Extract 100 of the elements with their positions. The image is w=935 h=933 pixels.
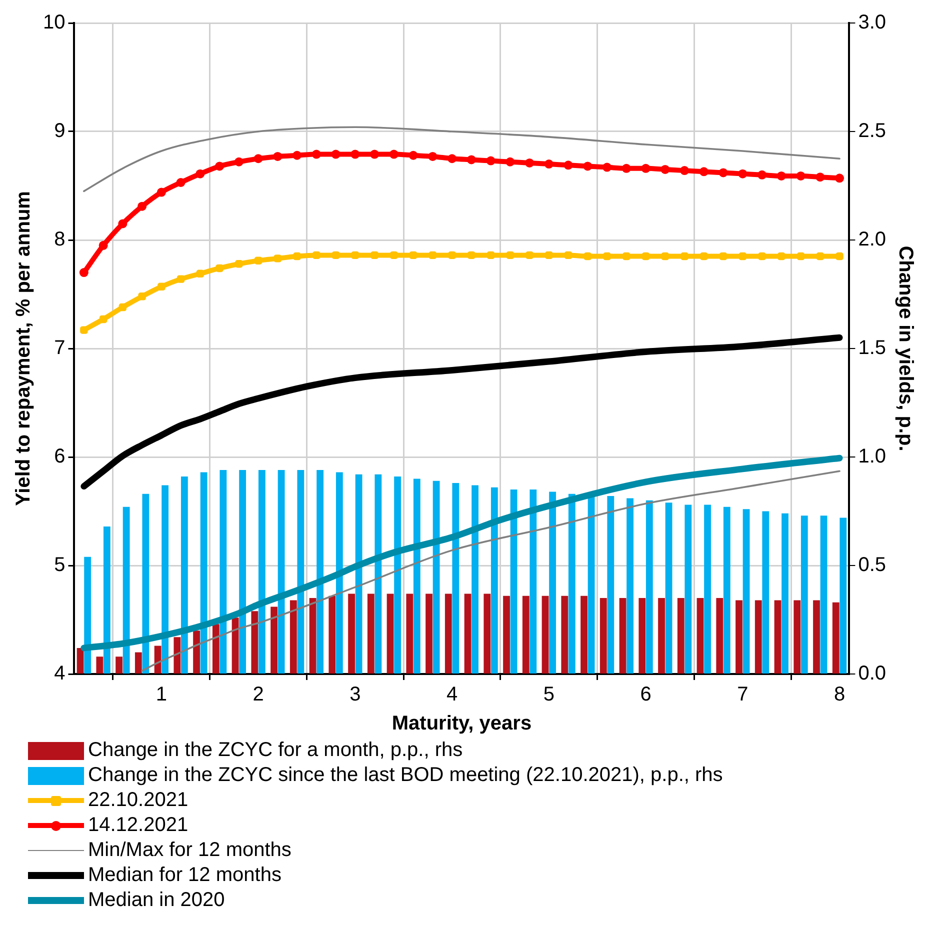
bar [820, 516, 828, 674]
bar [736, 600, 742, 674]
bar [162, 485, 169, 674]
bar [444, 594, 452, 674]
point [158, 282, 166, 291]
bar [239, 470, 246, 674]
x-tick-label: 6 [640, 684, 652, 706]
bar [84, 556, 92, 674]
bar [490, 487, 498, 674]
bar [103, 526, 110, 674]
bar [503, 596, 510, 674]
point [428, 251, 437, 260]
bar [588, 496, 595, 674]
bar [658, 598, 665, 674]
point [176, 178, 186, 187]
point [778, 252, 786, 260]
bar [328, 596, 336, 674]
bar [212, 624, 220, 674]
bar [522, 596, 530, 674]
bar [510, 490, 518, 674]
x-tick-label: 5 [543, 684, 554, 706]
point [409, 251, 418, 260]
point [370, 150, 380, 159]
point [293, 252, 301, 260]
bar [180, 476, 188, 674]
bar [723, 506, 730, 674]
x-tick-label: 2 [252, 684, 264, 706]
bar [646, 500, 653, 674]
point [331, 150, 340, 159]
point [758, 170, 767, 180]
point [292, 150, 302, 160]
bar [316, 470, 324, 674]
bar [696, 598, 704, 674]
y2-tick-label: 2.0 [858, 228, 886, 251]
point [583, 162, 592, 171]
point [796, 252, 805, 260]
point [390, 251, 398, 260]
point [641, 164, 650, 173]
point [622, 164, 631, 173]
point [176, 275, 185, 283]
bar [232, 618, 239, 674]
point [138, 292, 146, 300]
y2-tick-label: 1.5 [858, 337, 886, 360]
bar [134, 652, 142, 674]
point [448, 251, 456, 260]
point [274, 254, 282, 262]
point [118, 303, 127, 312]
legend-label: 14.12.2021 [88, 813, 188, 838]
bar [762, 511, 770, 674]
y2-tick-label: 1.0 [858, 446, 886, 468]
point [370, 251, 378, 260]
bar [704, 504, 711, 674]
point [332, 251, 340, 260]
bar [270, 606, 278, 674]
legend-label: Change in the ZCYC for a month, p.p., rhs [88, 738, 463, 763]
point [448, 154, 457, 164]
bar [348, 594, 355, 674]
y-tick-label: 7 [54, 337, 66, 360]
x-tick-label: 3 [350, 684, 361, 706]
point [680, 252, 688, 260]
y-tick-label: 4 [54, 662, 66, 685]
point [738, 169, 748, 178]
point [758, 252, 766, 260]
point [254, 154, 263, 164]
point [603, 252, 611, 260]
bar [200, 472, 208, 674]
point [118, 219, 128, 228]
point [816, 172, 825, 182]
point [738, 252, 747, 260]
bar [782, 513, 788, 674]
bar [665, 502, 672, 674]
bar [122, 506, 130, 674]
bar [561, 596, 568, 674]
bar [800, 516, 808, 674]
bar [716, 598, 724, 674]
bar [309, 598, 316, 674]
point [796, 171, 806, 180]
bar [464, 594, 472, 674]
line-series [83, 126, 840, 192]
y2-tick-label: 3.0 [858, 12, 886, 34]
legend-label: 22.10.2021 [88, 788, 188, 813]
point [642, 252, 650, 260]
bar [386, 594, 394, 674]
point [584, 252, 592, 260]
point [506, 157, 515, 166]
bar [142, 494, 150, 674]
legend-label: Min/Max for 12 months [88, 838, 292, 863]
bar [794, 600, 801, 674]
point [99, 315, 108, 324]
bar [742, 509, 750, 674]
bar [626, 498, 634, 674]
y2-axis-title: Change in yields, p.p. [894, 246, 916, 452]
point [525, 158, 534, 168]
point [836, 252, 844, 260]
point [468, 251, 476, 260]
point [196, 270, 204, 278]
x-axis-title: Maturity, years [392, 712, 532, 735]
bar [484, 594, 491, 674]
bar [530, 490, 537, 674]
point [622, 252, 630, 260]
